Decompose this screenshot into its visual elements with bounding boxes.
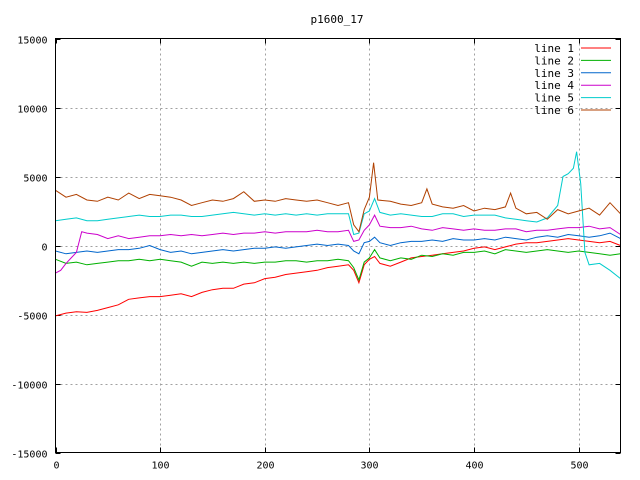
x-tick-label: 100	[151, 461, 169, 472]
plot-frame	[55, 38, 621, 453]
x-tick-label: 200	[256, 461, 274, 472]
y-tick-label: 15000	[17, 36, 47, 47]
legend-label: line 2	[534, 54, 574, 67]
y-tick-label: -5000	[17, 312, 47, 323]
legend-label: line 6	[534, 104, 574, 117]
series-line-2	[55, 248, 621, 282]
y-tick-label: 10000	[17, 105, 47, 116]
axis-ticks: 0 100 200 300 400 500 -15000 -10000 -5000 0 5000 10…	[11, 36, 621, 472]
x-tick-label: 300	[360, 461, 378, 472]
legend-label: line 5	[534, 92, 574, 105]
series-line-3	[55, 232, 621, 255]
legend-label: line 1	[534, 42, 574, 55]
series-line-1	[55, 238, 621, 317]
series-lines	[55, 151, 621, 317]
series-line-5	[55, 151, 621, 279]
y-tick-label: -10000	[11, 381, 47, 392]
x-tick-label: 0	[53, 461, 59, 472]
series-line-4	[55, 213, 621, 274]
series-line-6	[55, 162, 621, 233]
y-tick-label: 0	[41, 243, 47, 254]
legend-label: line 4	[534, 79, 574, 92]
grid-lines	[55, 38, 621, 453]
chart-title: p1600_17	[311, 13, 364, 26]
y-tick-label: -15000	[11, 450, 47, 461]
legend-label: line 3	[534, 67, 574, 80]
x-tick-label: 400	[465, 461, 483, 472]
y-tick-label: 5000	[23, 174, 47, 185]
x-tick-label: 500	[570, 461, 588, 472]
